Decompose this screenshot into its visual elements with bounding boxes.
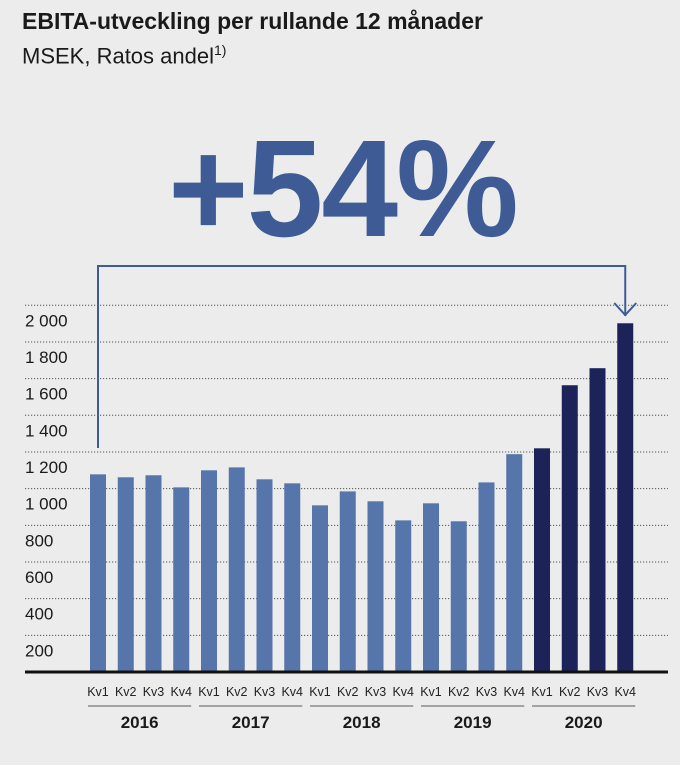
quarter-label: Kv1 (87, 685, 109, 699)
year-label: 2020 (565, 713, 603, 732)
y-tick-label: 200 (25, 641, 53, 660)
quarter-label: Kv1 (531, 685, 553, 699)
quarter-label: Kv4 (281, 685, 303, 699)
y-tick-label: 1 200 (25, 458, 68, 477)
quarter-label: Kv4 (392, 685, 414, 699)
bar (173, 487, 190, 672)
y-tick-label: 800 (25, 531, 53, 550)
bar (478, 482, 495, 672)
subtitle-text: MSEK, Ratos andel (22, 43, 214, 69)
quarter-label: Kv2 (337, 685, 359, 699)
y-tick-label: 2 000 (25, 311, 68, 330)
year-label: 2018 (343, 713, 381, 732)
bar (589, 368, 606, 672)
y-tick-label: 1 800 (25, 348, 68, 367)
bar (284, 483, 301, 672)
year-label: 2016 (121, 713, 159, 732)
chart-title: EBITA-utveckling per rullande 12 månader (22, 8, 483, 34)
y-tick-label: 1 600 (25, 385, 68, 404)
bar (617, 323, 634, 672)
y-tick-label: 600 (25, 568, 53, 587)
year-label: 2017 (232, 713, 270, 732)
bar (423, 503, 439, 672)
growth-annotation: +54% (168, 112, 519, 266)
bar (117, 477, 134, 672)
bar (339, 491, 356, 672)
quarter-label: Kv2 (448, 685, 470, 699)
quarter-label: Kv3 (365, 685, 387, 699)
y-tick-label: 400 (25, 605, 53, 624)
bar (312, 505, 328, 672)
quarter-label: Kv3 (254, 685, 276, 699)
quarter-label: Kv1 (309, 685, 331, 699)
quarter-label: Kv1 (198, 685, 220, 699)
quarter-label: Kv2 (226, 685, 248, 699)
y-tick-label: 1 000 (25, 495, 68, 514)
bar (534, 448, 550, 672)
bar (228, 467, 245, 672)
quarter-label: Kv3 (587, 685, 609, 699)
bar (145, 475, 162, 672)
bar (395, 520, 412, 672)
quarter-label: Kv3 (476, 685, 498, 699)
quarter-label: Kv4 (503, 685, 525, 699)
bar (506, 454, 523, 672)
quarter-label: Kv3 (143, 685, 165, 699)
growth-bracket (97, 265, 627, 448)
bar (90, 474, 106, 672)
quarter-label: Kv2 (115, 685, 137, 699)
quarter-label: Kv1 (420, 685, 442, 699)
bar (367, 501, 384, 672)
bar (561, 385, 578, 672)
quarter-label: Kv4 (614, 685, 636, 699)
chart-subtitle: MSEK, Ratos andel1) (22, 42, 226, 69)
year-label: 2019 (454, 713, 492, 732)
y-tick-label: 1 400 (25, 421, 68, 440)
bar (256, 479, 273, 672)
bar (201, 470, 217, 672)
quarter-label: Kv4 (170, 685, 192, 699)
arrow-down-icon (613, 302, 637, 317)
footnote-marker: 1) (213, 42, 227, 58)
bar (450, 521, 467, 672)
quarter-label: Kv2 (559, 685, 581, 699)
